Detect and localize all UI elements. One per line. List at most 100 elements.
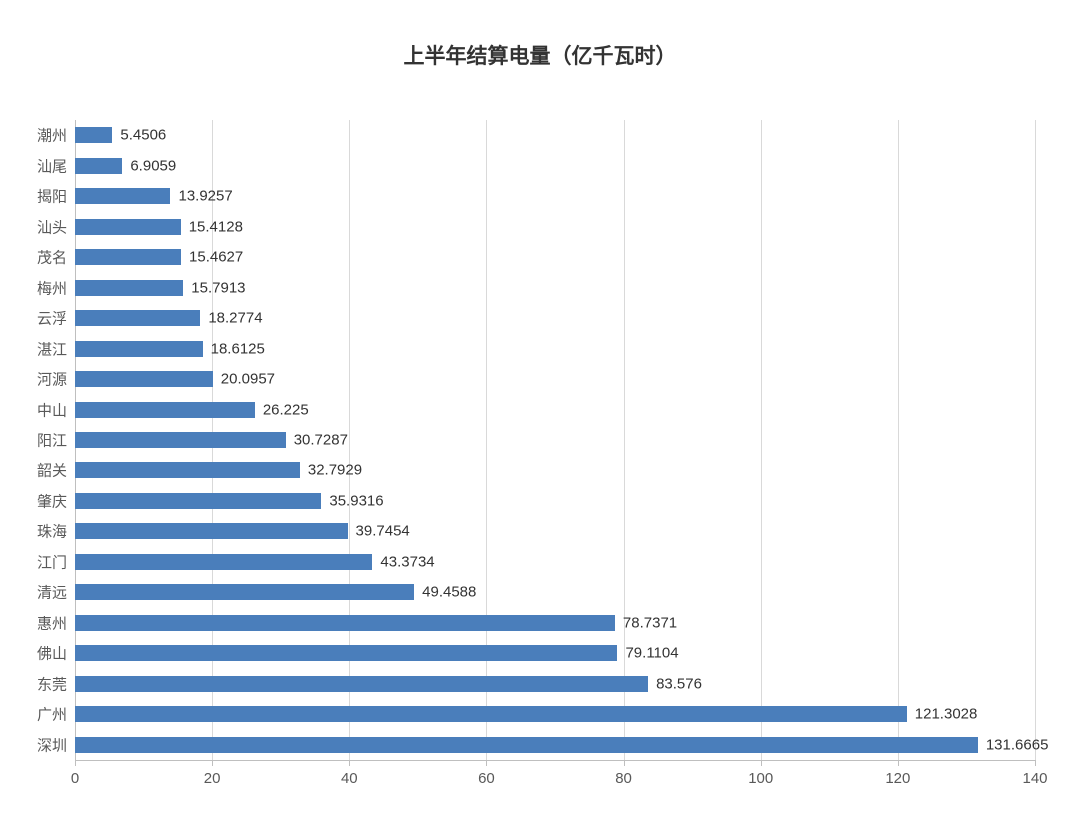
- bar: [75, 188, 170, 204]
- bar: [75, 432, 286, 448]
- x-tick-label: 0: [71, 770, 79, 787]
- bar: [75, 584, 414, 600]
- chart-container: 上半年结算电量（亿千瓦时） 020406080100120140潮州5.4506…: [0, 0, 1080, 831]
- x-tick-label: 60: [478, 770, 495, 787]
- y-category-label: 肇庆: [37, 490, 67, 511]
- data-label: 121.3028: [915, 706, 978, 723]
- y-category-label: 汕尾: [37, 155, 67, 176]
- x-tick-label: 80: [615, 770, 632, 787]
- y-category-label: 茂名: [37, 247, 67, 268]
- bar: [75, 249, 181, 265]
- grid-line: [1035, 120, 1036, 760]
- bar-row: 江门43.3734: [75, 547, 1035, 577]
- bar: [75, 310, 200, 326]
- y-category-label: 中山: [37, 399, 67, 420]
- y-category-label: 汕头: [37, 216, 67, 237]
- bar: [75, 737, 978, 753]
- x-axis-line: [75, 760, 1035, 761]
- data-label: 30.7287: [294, 431, 348, 448]
- bar-row: 云浮18.2774: [75, 303, 1035, 333]
- bar-row: 珠海39.7454: [75, 516, 1035, 546]
- bar-row: 肇庆35.9316: [75, 486, 1035, 516]
- bar: [75, 706, 907, 722]
- bar-row: 揭阳13.9257: [75, 181, 1035, 211]
- bar-row: 湛江18.6125: [75, 333, 1035, 363]
- bar: [75, 554, 372, 570]
- plot-area: 020406080100120140潮州5.4506汕尾6.9059揭阳13.9…: [75, 120, 1035, 760]
- y-category-label: 佛山: [37, 643, 67, 664]
- x-tick-label: 40: [341, 770, 358, 787]
- data-label: 43.3734: [380, 553, 434, 570]
- data-label: 78.7371: [623, 614, 677, 631]
- bar-row: 梅州15.7913: [75, 272, 1035, 302]
- y-category-label: 阳江: [37, 429, 67, 450]
- bar-row: 阳江30.7287: [75, 425, 1035, 455]
- x-tick-label: 100: [748, 770, 773, 787]
- x-tick: [761, 760, 762, 766]
- bar-row: 潮州5.4506: [75, 120, 1035, 150]
- y-category-label: 深圳: [37, 734, 67, 755]
- bar: [75, 676, 648, 692]
- bar: [75, 127, 112, 143]
- x-tick: [349, 760, 350, 766]
- bar-row: 广州121.3028: [75, 699, 1035, 729]
- y-category-label: 江门: [37, 551, 67, 572]
- y-category-label: 潮州: [37, 125, 67, 146]
- x-tick: [898, 760, 899, 766]
- data-label: 32.7929: [308, 462, 362, 479]
- bar: [75, 158, 122, 174]
- data-label: 79.1104: [625, 645, 678, 662]
- bar: [75, 219, 181, 235]
- data-label: 18.2774: [208, 310, 262, 327]
- y-category-label: 云浮: [37, 308, 67, 329]
- x-tick: [75, 760, 76, 766]
- x-tick: [486, 760, 487, 766]
- y-category-label: 清远: [37, 582, 67, 603]
- data-label: 39.7454: [356, 523, 410, 540]
- data-label: 49.4588: [422, 584, 476, 601]
- bar-row: 汕头15.4128: [75, 211, 1035, 241]
- bar-row: 深圳131.6665: [75, 730, 1035, 760]
- data-label: 131.6665: [986, 736, 1049, 753]
- data-label: 15.4128: [189, 218, 243, 235]
- bar-row: 佛山79.1104: [75, 638, 1035, 668]
- bar-row: 东莞83.576: [75, 669, 1035, 699]
- y-category-label: 湛江: [37, 338, 67, 359]
- bar: [75, 462, 300, 478]
- y-category-label: 揭阳: [37, 186, 67, 207]
- y-category-label: 梅州: [37, 277, 67, 298]
- data-label: 6.9059: [130, 157, 176, 174]
- y-category-label: 珠海: [37, 521, 67, 542]
- x-tick: [212, 760, 213, 766]
- chart-title: 上半年结算电量（亿千瓦时）: [0, 40, 1080, 70]
- x-tick: [624, 760, 625, 766]
- bar: [75, 645, 617, 661]
- data-label: 5.4506: [120, 127, 166, 144]
- bar: [75, 280, 183, 296]
- x-tick-label: 140: [1022, 770, 1047, 787]
- bar-row: 茂名15.4627: [75, 242, 1035, 272]
- y-category-label: 惠州: [37, 612, 67, 633]
- bar-row: 汕尾6.9059: [75, 150, 1035, 180]
- bar: [75, 341, 203, 357]
- data-label: 18.6125: [211, 340, 265, 357]
- x-tick-label: 120: [885, 770, 910, 787]
- bar: [75, 523, 348, 539]
- data-label: 26.225: [263, 401, 309, 418]
- y-category-label: 韶关: [37, 460, 67, 481]
- y-category-label: 东莞: [37, 673, 67, 694]
- data-label: 15.7913: [191, 279, 245, 296]
- data-label: 15.4627: [189, 249, 243, 266]
- bar: [75, 615, 615, 631]
- x-tick-label: 20: [204, 770, 221, 787]
- data-label: 83.576: [656, 675, 702, 692]
- bar-row: 河源20.0957: [75, 364, 1035, 394]
- x-tick: [1035, 760, 1036, 766]
- bar-row: 惠州78.7371: [75, 608, 1035, 638]
- y-category-label: 广州: [37, 704, 67, 725]
- bar: [75, 493, 321, 509]
- data-label: 20.0957: [221, 371, 275, 388]
- bar-row: 韶关32.7929: [75, 455, 1035, 485]
- bar: [75, 402, 255, 418]
- data-label: 35.9316: [329, 492, 383, 509]
